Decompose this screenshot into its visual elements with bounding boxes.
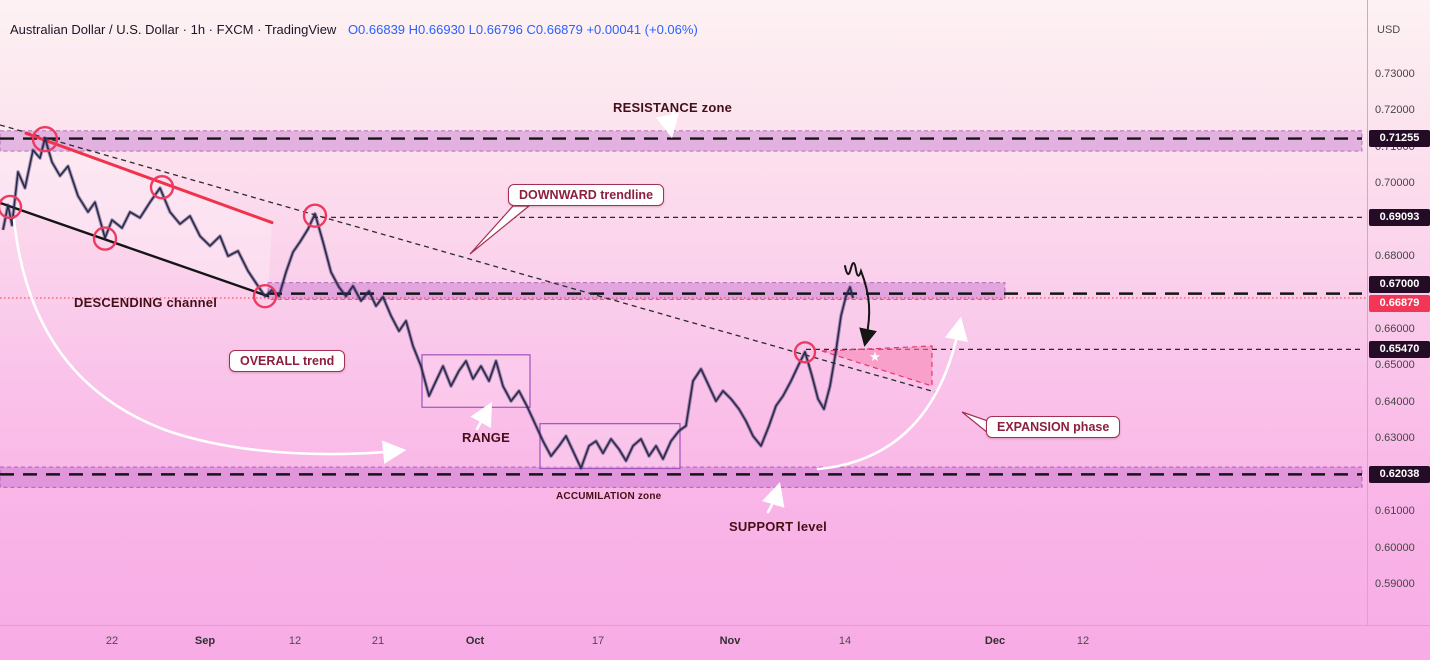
time-axis-label: 14 [838,635,852,647]
price-line-label: 0.71255 [1369,130,1430,148]
touch-point-circle[interactable] [149,175,175,200]
time-axis-label: 12 [1076,635,1090,647]
time-axis-label: Sep [194,635,216,647]
price-tick: 0.65000 [1375,359,1415,372]
price-line-label: 0.65470 [1369,340,1430,358]
price-line-label: 0.69093 [1369,208,1430,226]
support-zone[interactable] [0,466,1363,488]
resistance-zone[interactable] [0,130,1363,152]
price-tick: 0.64000 [1375,395,1415,408]
price-tick: 0.70000 [1375,177,1415,190]
touch-point-circle[interactable] [31,125,59,153]
price-chart-svg[interactable]: ★ [0,0,1367,625]
star-marker[interactable]: ★ [869,349,881,364]
projection-arrow[interactable] [844,262,877,347]
time-axis-label: Nov [719,635,741,647]
price-tick: 0.60000 [1375,541,1415,554]
channel-bottom-line[interactable] [0,201,270,298]
touch-point-circle[interactable] [0,194,23,220]
touch-point-circle[interactable] [252,283,278,309]
pennant-flag[interactable] [821,345,933,387]
symbol-title[interactable]: Australian Dollar / U.S. Dollar · 1h · F… [10,22,337,37]
price-line-label: 0.62038 [1369,465,1430,483]
expansion-arrow[interactable] [816,316,968,471]
expansion-callout-tail [961,411,989,435]
touch-point-circle[interactable] [302,203,328,228]
price-tick: 0.73000 [1375,68,1415,81]
downward-trendline-callout-tail [469,205,531,255]
support-pointer-arrow[interactable] [762,482,785,514]
time-axis-label: 22 [105,635,119,647]
symbol-header: Australian Dollar / U.S. Dollar · 1h · F… [10,22,698,37]
current-price-label: 0.66879 [1369,294,1430,312]
price-tick: 0.66000 [1375,323,1415,336]
ohlc-values: O0.66839 H0.66930 L0.66796 C0.66879 +0.0… [347,22,698,37]
chart-canvas[interactable]: ★ RESISTANCE zone DESCENDING channel RANGE… [0,0,1367,625]
time-axis[interactable]: 22 Sep 12 21 Oct 17 Nov 14 Dec 12 [0,625,1430,660]
price-tick: 0.68000 [1375,250,1415,263]
time-axis-label: 21 [371,635,385,647]
downward-trendline[interactable] [0,124,936,393]
price-tick: 0.63000 [1375,432,1415,445]
price-tick: 0.72000 [1375,104,1415,117]
time-axis-label: Oct [465,635,485,647]
mid-supply-zone[interactable] [267,282,1006,300]
range-pointer-arrow[interactable] [470,401,493,431]
price-tick: 0.59000 [1375,578,1415,591]
time-axis-label: 12 [288,635,302,647]
channel-top-line[interactable] [24,131,274,225]
time-axis-label: Dec [984,635,1006,647]
overall-trend-arrow[interactable] [12,218,407,464]
touch-point-circle[interactable] [92,226,118,251]
touch-point-circle[interactable] [793,341,817,364]
resistance-pointer-arrow[interactable] [655,107,679,139]
time-axis-label: 17 [591,635,605,647]
price-tick: 0.61000 [1375,505,1415,518]
currency-label: USD [1377,24,1401,36]
price-series[interactable] [2,137,854,469]
price-line-label: 0.67000 [1369,276,1430,294]
price-axis[interactable]: USD 0.730000.720000.710000.700000.680000… [1367,0,1430,625]
